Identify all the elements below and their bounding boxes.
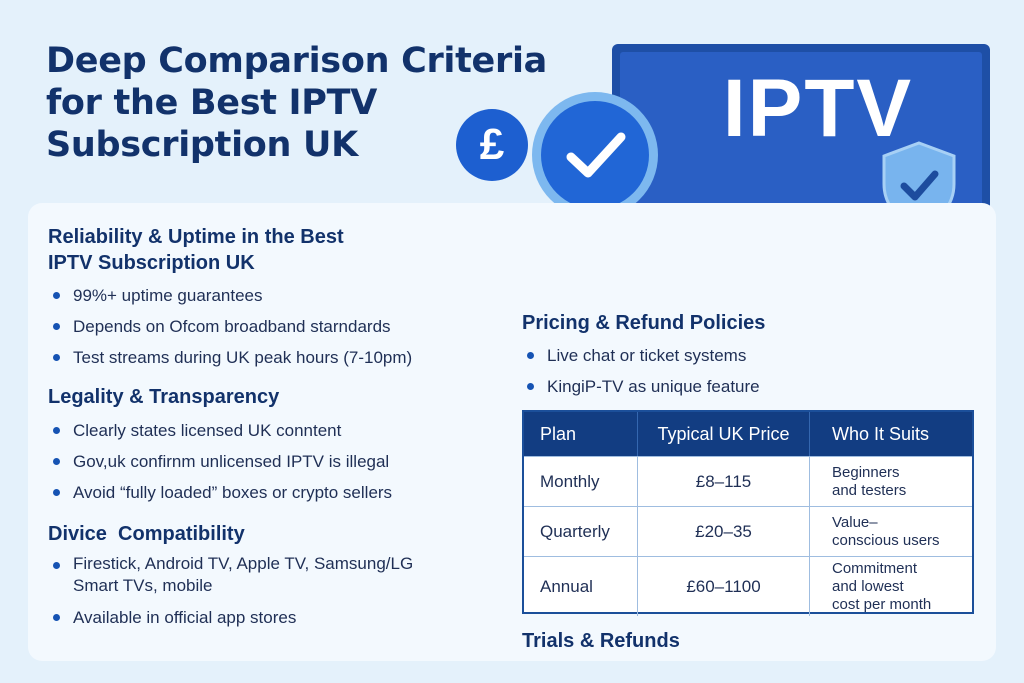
list-item: Test streams during UK peak hours (7-10p… <box>48 342 412 373</box>
device-list: Firestick, Android TV, Apple TV, Samsung… <box>48 548 413 633</box>
check-badge-icon <box>541 101 649 209</box>
column-header: Plan <box>524 412 638 456</box>
column-header: Who It Suits <box>832 424 930 444</box>
list-item: Gov,uk confirnm unlicensed IPTV is illeg… <box>48 446 392 477</box>
table-row: Monthly £8–115 Beginners and testers <box>524 456 972 506</box>
suits-cell: Beginners and testers <box>832 463 907 499</box>
list-item: Available in official app stores <box>48 602 413 633</box>
plan-cell: Quarterly <box>524 507 638 556</box>
pricing-table: Plan Typical UK Price Who It Suits Month… <box>522 410 974 616</box>
trials-title: Trials & Refunds <box>522 630 680 652</box>
table-row: Annual £60–1100 Commitment and lowest cost… <box>524 556 972 616</box>
table-header: Plan Typical UK Price Who It Suits <box>524 412 972 456</box>
list-item: 99%+ uptime guarantees <box>48 280 412 311</box>
price-cell: £60–1100 <box>638 557 810 616</box>
plan-cell: Monthly <box>524 457 638 506</box>
suits-cell: Value– conscious users <box>832 513 940 549</box>
tv-brand-label: IPTV <box>722 63 914 154</box>
legality-list: Clearly states licensed UK conntent Gov,… <box>48 415 392 508</box>
legality-title: Legality & Transparency <box>48 386 280 408</box>
list-item: Firestick, Android TV, Apple TV, Samsung… <box>48 548 413 602</box>
plan-cell: Annual <box>524 557 638 616</box>
page-title: Deep Comparison Criteria for the Best IP… <box>46 41 547 165</box>
suits-cell: Commitment and lowest cost per month <box>832 559 932 613</box>
list-item: Live chat or ticket systems <box>522 340 760 371</box>
pricing-list: Live chat or ticket systems KingiP-TV as… <box>522 340 760 402</box>
device-compatibility-title: Divice Compatibility <box>48 523 245 545</box>
price-cell: £8–115 <box>638 457 810 506</box>
list-item: Clearly states licensed UK conntent <box>48 415 392 446</box>
pound-sign-icon: £ <box>456 109 528 181</box>
reliability-list: 99%+ uptime guarantees Depends on Ofcom … <box>48 280 412 373</box>
reliability-title: Reliability & Uptime in the Best IPTV Su… <box>48 226 344 274</box>
list-item: KingiP-TV as unique feature <box>522 371 760 402</box>
column-header: Typical UK Price <box>638 412 810 456</box>
pricing-title: Pricing & Refund Policies <box>522 312 766 334</box>
price-cell: £20–35 <box>638 507 810 556</box>
table-row: Quarterly £20–35 Value– conscious users <box>524 506 972 556</box>
list-item: Depends on Ofcom broadband starndards <box>48 311 412 342</box>
list-item: Avoid “fully loaded” boxes or crypto sel… <box>48 477 392 508</box>
